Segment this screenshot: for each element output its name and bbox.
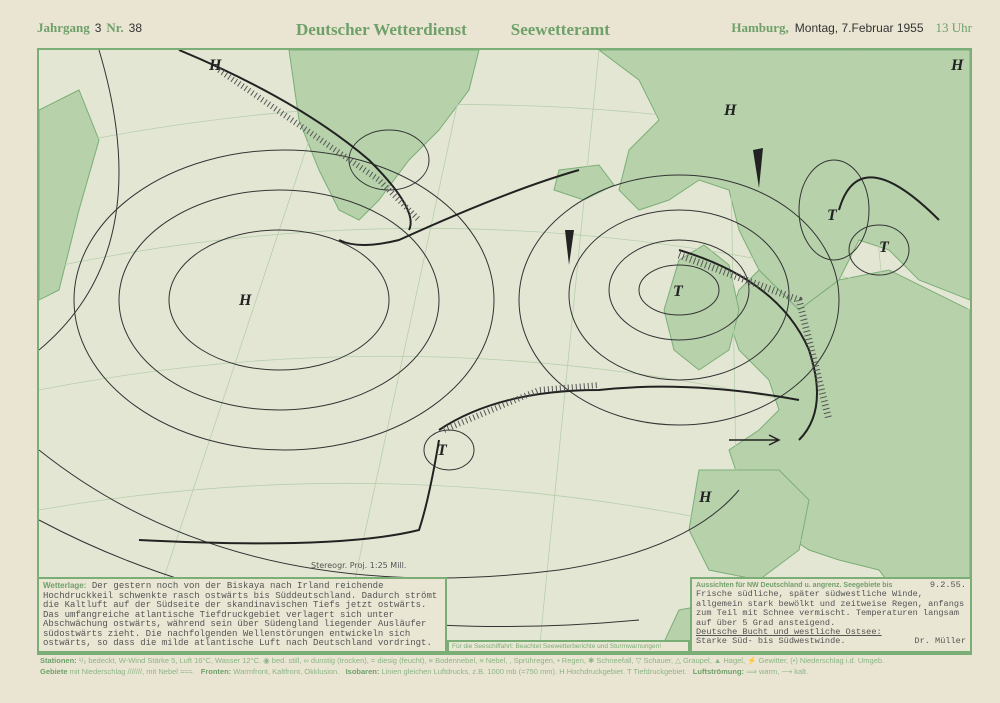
legend-line-1: Stationen: ¹/₂ bedeckt, W-Wind Stärke 5,… [40,656,970,665]
graticule [38,49,971,654]
warm-flow-arrow [729,434,781,446]
cold-flow-arrow [753,148,763,188]
occluded-front [678,249,818,441]
legend-areas-label: Gebiete [40,667,68,676]
legend-isobars-label: Isobaren: [345,667,380,676]
low-center: T [827,207,838,224]
fronts [138,49,940,545]
cold-flow-arrow [565,230,574,265]
weather-map: H H H T T T T H H Stereogr. Proj. 1:25 M… [37,48,972,655]
british-isles [663,244,740,371]
low-center: T [879,239,890,256]
front-east [838,176,940,221]
aussichten-label: Aussichten für NW Deutschland u. angrenz… [696,582,893,589]
land-masses [38,49,971,654]
scandinavia [597,49,971,311]
time: 13 Uhr [935,20,972,35]
legend-isobars-text: Linien gleichen Luftdrucks, z.B. 1000 mb… [381,667,687,676]
legend-flow-text: ⟹ warm, ⟶ kalt. [746,667,809,676]
legend-stations-label: Stationen: [40,656,77,665]
aussichten-subheading: Deutsche Bucht und westliche Ostsee: [696,627,882,638]
nr-value: 38 [128,21,142,35]
greenland [288,49,480,221]
header-title: Deutscher Wetterdienst Seewetteramt [296,20,610,42]
iceland [553,164,615,201]
aussichten-subtext: Starke Süd- bis Südwestwinde. [696,636,846,647]
aussichten-text: Frische südliche, später südwestliche Wi… [696,589,965,628]
precip-hatching [217,67,833,433]
projection-note: Stereogr. Proj. 1:25 Mill. [311,561,406,570]
wetterlage-box: Wetterlage: Der gestern noch von der Bis… [37,577,447,653]
legend: Stationen: ¹/₂ bedeckt, W-Wind Stärke 5,… [40,656,970,676]
place: Hamburg, [731,20,789,35]
nr-label: Nr. [106,20,124,35]
legend-flow-label: Luftströmung: [692,667,745,676]
high-center: H [208,57,222,74]
map-canvas: H H H T T T T H H Stereogr. Proj. 1:25 M… [38,49,971,654]
high-center: H [238,292,252,309]
low-center: T [673,283,684,300]
warm-front [438,385,800,431]
front-north [338,169,580,246]
jahrgang-value: 3 [94,21,102,35]
legend-fronts-label: Fronten: [200,667,232,676]
high-center: H [723,102,737,119]
cold-front-south [138,439,440,545]
pressure-center-labels: H H H T T T T H H [208,57,964,506]
cold-front [178,49,412,231]
jahrgang-label: Jahrgang [37,20,90,35]
iberia [688,469,810,581]
legend-fronts-text: Warmfront, Kaltfront, Okklusion. [233,667,340,676]
high-center: H [698,489,712,506]
legend-line-2: Gebiete mit Niederschlag ///////, mit Ne… [40,667,970,676]
aussichten-date: 9.2.55. [929,580,966,590]
date: Montag, 7.Februar 1955 [794,21,924,35]
flow-arrows [565,148,781,446]
low-center: T [437,442,448,459]
legend-stations-text: ¹/₂ bedeckt, W-Wind Stärke 5, Luft 16°C,… [78,656,885,665]
signature: Dr. Müller [914,636,966,647]
header-dateline: Hamburg, Montag, 7.Februar 1955 13 Uhr [731,20,972,42]
isobars [38,49,910,628]
legend-areas-text: mit Niederschlag ///////, mit Nebel ≈≈≈. [69,667,195,676]
high-center: H [950,57,964,74]
org-title: Deutscher Wetterdienst [296,20,467,39]
seafaring-note: Für die Seeschiffahrt: Beachtet Seewette… [447,640,690,653]
wetterlage-label: Wetterlage: [43,581,87,590]
header-issue: Jahrgang 3 Nr. 38 [37,20,142,42]
wetterlage-text: Der gestern noch von der Biskaya nach Ir… [43,581,438,648]
newfoundland [38,89,100,301]
office-title: Seewetteramt [510,20,610,39]
aussichten-box: Aussichten für NW Deutschland u. angrenz… [690,577,972,653]
